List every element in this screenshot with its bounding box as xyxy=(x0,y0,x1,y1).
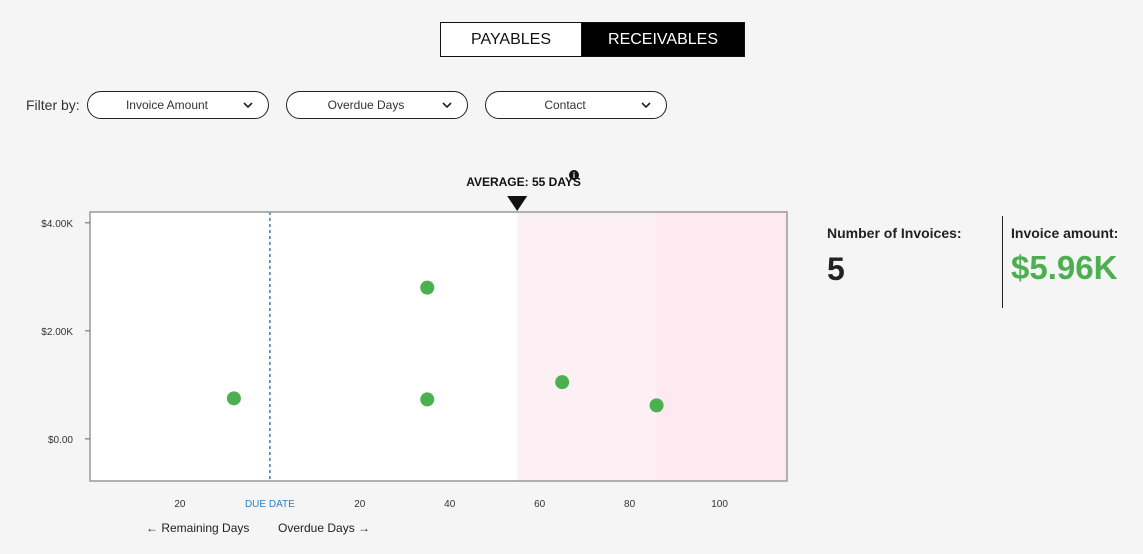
tab-receivables[interactable]: RECEIVABLES xyxy=(582,23,744,56)
filter-invoice-amount[interactable]: Invoice Amount xyxy=(87,91,269,119)
overdue-shaded-region-0 xyxy=(517,212,657,481)
overdue-shaded-region-1 xyxy=(656,212,787,481)
data-point xyxy=(649,398,664,413)
invoice-amount-label: Invoice amount: xyxy=(1011,225,1119,241)
y-tick-label: $0.00 xyxy=(48,435,73,446)
x-tick-label: 40 xyxy=(444,499,456,510)
info-icon xyxy=(569,170,579,180)
scatter-chart: $0.00 $2.00K $4.00K 20 DUE DATE 20 40 60 80 100 AV… xyxy=(41,170,788,535)
filter-invoice-amount-label: Invoice Amount xyxy=(125,98,209,112)
data-point xyxy=(226,391,241,406)
average-marker xyxy=(507,196,528,211)
data-point xyxy=(555,375,570,390)
chevron-down-icon xyxy=(641,102,651,109)
stats-divider xyxy=(1002,216,1003,308)
chevron-down-icon xyxy=(243,102,253,109)
x-tick-label: 80 xyxy=(624,499,636,510)
x-tick-label: 20 xyxy=(354,499,366,510)
x-tick-label: 20 xyxy=(174,499,186,510)
filter-contact-label: Contact xyxy=(544,98,586,112)
x-tick-label: 60 xyxy=(534,499,546,510)
filter-contact[interactable]: Contact xyxy=(485,91,667,119)
invoice-amount-value: $5.96K xyxy=(1011,249,1118,286)
data-point xyxy=(420,280,435,295)
invoice-count-label: Number of Invoices: xyxy=(827,225,962,241)
y-tick-label: $2.00K xyxy=(41,327,73,338)
tab-payables[interactable]: PAYABLES xyxy=(441,23,582,56)
filter-overdue-days-label: Overdue Days xyxy=(327,98,405,112)
payables-receivables-toggle: PAYABLES RECEIVABLES xyxy=(440,22,745,57)
invoice-count-value: 5 xyxy=(827,251,845,287)
plot-border xyxy=(89,211,788,482)
x-tick-label: 100 xyxy=(711,499,728,510)
remaining-days-label: ← Remaining Days xyxy=(146,521,249,535)
average-label: AVERAGE: 55 DAYS xyxy=(466,175,581,189)
due-date-label: DUE DATE xyxy=(245,499,295,510)
chevron-down-icon xyxy=(442,102,452,109)
filter-overdue-days[interactable]: Overdue Days xyxy=(286,91,468,119)
y-tick-label: $4.00K xyxy=(41,219,73,230)
data-point xyxy=(420,392,435,407)
filter-label: Filter by: xyxy=(26,97,80,113)
info-icon-glyph: i xyxy=(573,171,575,180)
overdue-days-label: Overdue Days → xyxy=(278,521,370,535)
